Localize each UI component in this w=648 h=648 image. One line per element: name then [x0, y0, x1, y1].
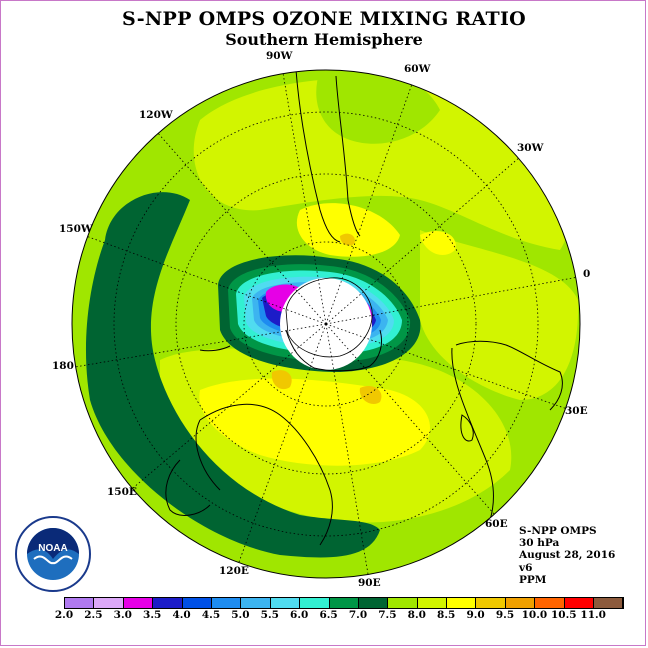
colorbar-tick-label: 9.0	[466, 609, 485, 621]
colorbar-tick-label: 2.0	[54, 609, 74, 621]
map-subtitle: Southern Hemisphere	[225, 30, 423, 49]
colorbar-tick-label: 8.5	[437, 609, 456, 621]
colorbar-swatch	[94, 598, 124, 608]
coastlines	[165, 70, 563, 546]
lon-label-90e: 90E	[358, 577, 381, 589]
colorbar-tick-label: 4.5	[201, 609, 221, 621]
colorbar-tick-label: 8.0	[407, 609, 426, 621]
colorbar-tick-label: 7.5	[378, 609, 397, 621]
colorbar-tick-label: 4.0	[172, 609, 191, 621]
colorbar-tick-label: 7.0	[348, 609, 368, 621]
colorbar-swatch	[358, 598, 389, 608]
map-title: S-NPP OMPS OZONE MIXING RATIO	[121, 8, 527, 30]
map-boundary	[71, 69, 581, 579]
ozone-region-7_5ppm-top	[316, 70, 440, 144]
graticule	[74, 72, 579, 575]
ozone-region-8_5ppm-c	[420, 230, 456, 255]
lon-label-120w: 120W	[139, 109, 173, 121]
colorbar-swatch	[329, 598, 359, 608]
ozone-region-8ppm-north	[193, 78, 570, 250]
info-date: August 28, 2016	[519, 549, 616, 562]
noaa-logo-text: NOAA	[38, 543, 67, 554]
colorbar	[64, 597, 625, 609]
lon-label-30e: 30E	[565, 405, 588, 417]
lon-label-30w: 30W	[517, 142, 544, 154]
colorbar-tick-label: 3.5	[143, 609, 162, 621]
colorbar-swatch	[505, 598, 536, 608]
colorbar-swatch	[594, 598, 624, 608]
lon-label-60w: 60W	[404, 63, 431, 75]
lon-label-180: 180	[52, 360, 74, 372]
colorbar-swatch	[241, 598, 271, 608]
lon-label-120e: 120E	[219, 565, 249, 577]
info-instrument: S-NPP OMPS	[519, 525, 597, 537]
info-level: 30 hPa	[519, 537, 560, 550]
colorbar-tick-label: 2.5	[84, 609, 103, 621]
south-pole-marker	[324, 322, 328, 326]
colorbar-swatch	[564, 598, 595, 608]
colorbar-tick-label: 5.0	[231, 609, 250, 621]
colorbar-swatch	[447, 598, 477, 608]
colorbar-swatch	[535, 598, 565, 608]
colorbar-swatch	[153, 598, 183, 608]
colorbar-swatch	[476, 598, 506, 608]
noaa-logo: NOAA	[15, 516, 91, 592]
colorbar-tick-label: 3.0	[113, 609, 132, 621]
colorbar-tick-label: 5.5	[260, 609, 279, 621]
colorbar-swatch	[270, 598, 301, 608]
colorbar-swatch	[388, 598, 418, 608]
colorbar-tick-label: 10.0	[521, 609, 548, 621]
ozone-region-9ppm-a	[271, 370, 292, 390]
colorbar-tick-label: 11.0	[580, 609, 606, 621]
info-units: PPM	[519, 573, 547, 586]
ozone-region-9ppm-c	[340, 233, 355, 246]
ozone-region-8_5ppm-a	[296, 203, 400, 257]
ozone-region-7ppm-band	[85, 192, 380, 558]
antarctica-coast	[285, 277, 373, 358]
colorbar-swatch	[417, 598, 448, 608]
colorbar-tick-label: 9.5	[495, 609, 515, 621]
colorbar-swatch	[300, 598, 330, 608]
colorbar-tick-label: 6.0	[290, 609, 309, 621]
colorbar-swatch	[123, 598, 154, 608]
info-version: v6	[519, 561, 533, 574]
colorbar-swatch	[182, 598, 212, 608]
ozone-region-9ppm-b	[359, 385, 382, 405]
colorbar-tick-label: 6.5	[319, 609, 338, 621]
info-block: S-NPP OMPS 30 hPa August 28, 2016 v6 PPM	[519, 525, 615, 586]
colorbar-tick-label: 10.5	[551, 609, 577, 621]
lon-label-0: 0	[583, 268, 591, 280]
lon-label-150e: 150E	[107, 486, 137, 498]
ozone-region-8ppm-east	[420, 230, 579, 400]
colorbar-swatch	[65, 598, 95, 608]
lon-label-150w: 150W	[59, 223, 93, 235]
colorbar-swatch	[211, 598, 242, 608]
lon-label-90w: 90W	[266, 50, 293, 62]
lon-label-60e: 60E	[485, 518, 508, 530]
